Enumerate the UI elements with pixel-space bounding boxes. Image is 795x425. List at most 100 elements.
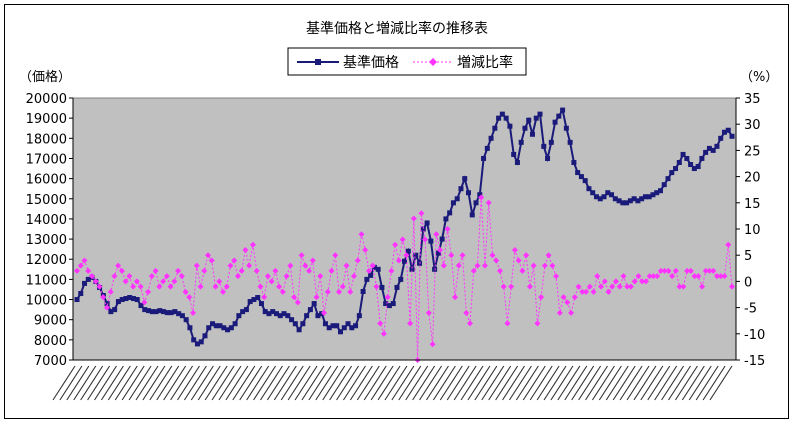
x-tick-label — [107, 365, 131, 401]
rate-point — [481, 262, 488, 269]
x-tick-label — [398, 365, 422, 401]
rate-point — [489, 252, 496, 259]
price-point — [285, 313, 291, 319]
price-point — [386, 303, 392, 309]
rate-point — [126, 273, 133, 280]
x-tick-label — [515, 365, 539, 401]
rate-point — [511, 246, 518, 253]
rate-point — [534, 320, 541, 327]
rate-point — [594, 273, 601, 280]
rate-point — [257, 283, 264, 290]
price-point — [729, 133, 735, 139]
x-tick-label — [550, 365, 574, 401]
price-point — [725, 127, 731, 133]
price-point — [627, 198, 633, 204]
price-point — [74, 297, 80, 303]
rate-point — [148, 273, 155, 280]
x-tick-label — [695, 365, 719, 401]
price-point — [699, 155, 705, 161]
rate-point — [175, 267, 182, 274]
x-tick-label — [668, 365, 691, 401]
price-point — [270, 309, 276, 315]
price-point — [718, 135, 724, 141]
rate-point — [699, 283, 706, 290]
left-tick-label: 8000 — [34, 334, 67, 349]
price-point — [537, 111, 543, 117]
price-point — [646, 194, 652, 200]
price-point — [311, 301, 317, 307]
left-tick-label: 10000 — [26, 294, 67, 309]
price-point — [289, 317, 295, 323]
price-point — [511, 151, 517, 157]
price-point — [78, 290, 84, 296]
x-tick-label — [273, 365, 297, 401]
x-tick-label — [266, 365, 290, 401]
price-point — [673, 166, 679, 172]
rate-point — [639, 278, 646, 285]
price-point — [477, 192, 483, 198]
rate-point — [568, 309, 575, 316]
rate-point — [526, 283, 533, 290]
price-point — [115, 299, 121, 305]
rate-point — [579, 288, 586, 295]
price-point — [307, 307, 313, 313]
price-point — [533, 115, 539, 121]
x-tick-label — [481, 365, 505, 401]
price-point — [567, 139, 573, 145]
price-point — [202, 333, 208, 339]
rate-point — [452, 294, 459, 301]
plot-area — [72, 97, 737, 361]
rate-point — [493, 257, 500, 264]
rate-point — [721, 273, 728, 280]
price-point — [274, 311, 280, 317]
price-point — [688, 162, 694, 168]
rate-point — [103, 304, 110, 311]
x-tick-label — [73, 365, 97, 401]
rate-point — [470, 267, 477, 274]
rate-point — [646, 273, 653, 280]
price-point — [597, 196, 603, 202]
price-point — [225, 327, 231, 333]
price-point — [450, 200, 456, 206]
left-tick-label: 11000 — [26, 273, 67, 288]
rate-point — [661, 267, 668, 274]
price-point — [353, 323, 359, 329]
price-point — [582, 178, 588, 184]
price-point — [635, 198, 641, 204]
rate-point — [369, 262, 376, 269]
price-point — [665, 176, 671, 182]
rate-point — [294, 299, 301, 306]
x-tick-label — [412, 365, 436, 401]
price-point — [247, 299, 253, 305]
rate-point — [81, 257, 88, 264]
rate-point — [246, 262, 253, 269]
price-point — [469, 212, 475, 218]
rate-point — [642, 278, 649, 285]
rate-point — [182, 288, 189, 295]
price-point — [710, 147, 716, 153]
price-point — [281, 311, 287, 317]
price-point — [210, 321, 216, 327]
price-point — [691, 166, 697, 172]
rate-point — [691, 273, 698, 280]
x-tick-label — [661, 365, 685, 401]
rate-point — [665, 267, 672, 274]
x-tick-label — [336, 365, 360, 401]
right-tick-label: 10 — [744, 223, 761, 238]
rate-point — [485, 199, 492, 206]
price-point — [334, 323, 340, 329]
rate-point — [657, 267, 664, 274]
rate-point — [201, 267, 208, 274]
price-point — [454, 196, 460, 202]
price-point — [548, 139, 554, 145]
price-point — [176, 311, 182, 317]
x-tick-label — [405, 365, 429, 401]
x-tick-label — [467, 365, 491, 401]
rate-point — [388, 267, 395, 274]
price-point — [526, 117, 532, 123]
price-point — [266, 311, 272, 317]
x-tick-label — [633, 365, 657, 401]
x-tick-label — [543, 365, 567, 401]
rate-point — [627, 283, 634, 290]
rate-point — [538, 294, 545, 301]
